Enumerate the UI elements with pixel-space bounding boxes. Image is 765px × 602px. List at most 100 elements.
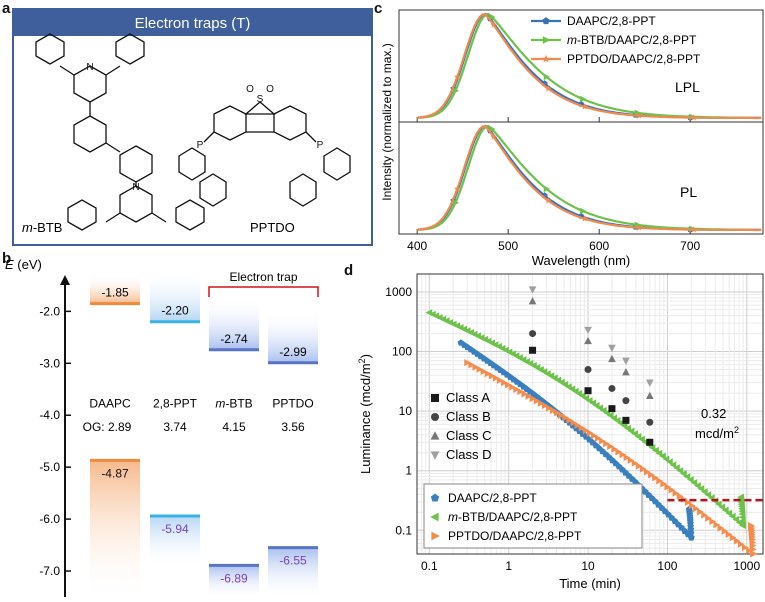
class-legend-marker bbox=[430, 431, 440, 440]
luminance-point bbox=[672, 489, 680, 497]
luminance-point bbox=[683, 473, 691, 481]
luminance-point bbox=[669, 461, 677, 469]
luminance-frame bbox=[416, 273, 764, 555]
optical-gap-value: 3.74 bbox=[163, 420, 187, 434]
luminance-point bbox=[517, 388, 525, 396]
class-point bbox=[622, 357, 630, 365]
class-point bbox=[608, 384, 616, 392]
luminance-point bbox=[666, 458, 673, 466]
atom-o: O bbox=[246, 84, 254, 95]
spectrum-line bbox=[417, 13, 762, 120]
luminance-point bbox=[697, 485, 705, 493]
spectrum-marker bbox=[690, 113, 698, 121]
class-point bbox=[646, 418, 654, 426]
spectrum-marker bbox=[489, 13, 496, 21]
time-tick-label: 0.1 bbox=[421, 559, 438, 573]
luminance-point bbox=[693, 505, 700, 513]
spectra-legend-marker bbox=[541, 54, 551, 63]
spectrum-marker bbox=[452, 199, 460, 207]
luminance-point bbox=[525, 392, 533, 400]
class-point bbox=[584, 387, 592, 395]
energy-axis-title: E (eV) bbox=[5, 257, 42, 272]
spectra-legend-label: DAAPC/2,8-PPT bbox=[567, 14, 656, 28]
spectrum-marker bbox=[544, 84, 552, 92]
class-point bbox=[529, 346, 537, 354]
luminance-point bbox=[468, 361, 476, 369]
luminance-point bbox=[570, 419, 578, 427]
homo-value: -5.94 bbox=[161, 522, 189, 536]
luminance-point bbox=[550, 406, 557, 414]
homo-band bbox=[268, 547, 318, 597]
threshold-unit: mcd/m2 bbox=[695, 425, 739, 441]
atom-n: N bbox=[132, 182, 139, 193]
material-name: 2,8-PPT bbox=[153, 396, 198, 410]
luminance-point bbox=[615, 448, 623, 456]
luminance-point bbox=[659, 452, 666, 460]
luminance-point bbox=[718, 503, 726, 511]
spectrum-marker bbox=[453, 73, 461, 80]
luminance-point bbox=[648, 444, 656, 452]
series-legend-marker bbox=[431, 531, 440, 541]
luminance-point bbox=[594, 434, 602, 442]
energy-tick-label: -5.0 bbox=[39, 460, 60, 474]
luminance-point bbox=[480, 367, 488, 375]
luminance-point bbox=[652, 474, 659, 482]
luminance-point bbox=[472, 363, 480, 371]
luminance-point bbox=[746, 547, 753, 555]
class-point bbox=[528, 286, 537, 294]
luminance-point bbox=[562, 414, 570, 422]
luminance-point bbox=[684, 498, 692, 506]
lumo-value: -2.20 bbox=[161, 304, 189, 318]
luminance-point bbox=[733, 537, 741, 545]
class-point bbox=[622, 367, 630, 376]
luminance-tick-label: 0.1 bbox=[395, 523, 412, 537]
luminance-point bbox=[687, 529, 695, 536]
luminance-point bbox=[464, 359, 472, 367]
spectrum-marker bbox=[453, 185, 461, 192]
optical-gap-value: OG: 2.89 bbox=[83, 420, 132, 434]
luminance-point bbox=[680, 470, 687, 478]
homo-value: -6.55 bbox=[279, 554, 307, 568]
spectrum-marker bbox=[544, 196, 552, 204]
molecule-structures: N N S O O P P m-BTB PPTDO bbox=[22, 33, 351, 235]
luminance-point bbox=[721, 527, 729, 535]
spectrum-marker bbox=[690, 225, 698, 233]
class-legend-label: Class D bbox=[446, 447, 492, 462]
wavelength-tick-label: 600 bbox=[589, 239, 609, 253]
luminance-point bbox=[713, 521, 721, 529]
luminance-point bbox=[688, 502, 696, 510]
mol1-label: m-BTB bbox=[22, 220, 62, 235]
optical-gap-value: 4.15 bbox=[222, 420, 246, 434]
luminance-point bbox=[574, 421, 582, 429]
spectrum-marker bbox=[581, 215, 589, 222]
luminance-point bbox=[624, 424, 631, 432]
luminance-point bbox=[541, 402, 549, 410]
luminance-point bbox=[742, 543, 749, 551]
luminance-tick-label: 1000 bbox=[385, 285, 412, 299]
electron-traps-title: Electron traps (T) bbox=[14, 10, 371, 36]
luminance-point bbox=[603, 440, 610, 448]
luminance-point bbox=[505, 381, 512, 389]
class-legend-label: Class C bbox=[446, 428, 492, 443]
time-axis-title: Time (min) bbox=[559, 576, 621, 591]
luminance-point bbox=[660, 480, 668, 488]
class-legend-label: Class A bbox=[446, 390, 490, 405]
luminance-point bbox=[750, 549, 757, 558]
luminance-point bbox=[652, 446, 659, 454]
class-point bbox=[645, 379, 654, 387]
luminance-point bbox=[635, 462, 643, 470]
atom-s: S bbox=[257, 94, 264, 105]
luminance-point bbox=[644, 468, 651, 476]
class-point bbox=[528, 296, 537, 305]
luminance-point bbox=[623, 454, 631, 462]
panel-label-b: b bbox=[2, 250, 12, 267]
luminance-point bbox=[627, 427, 635, 435]
energy-tick-label: -4.0 bbox=[39, 408, 60, 422]
luminance-point bbox=[578, 424, 586, 432]
luminance-point bbox=[725, 509, 733, 517]
luminance-point bbox=[611, 445, 619, 453]
luminance-point bbox=[690, 479, 698, 487]
class-point bbox=[608, 405, 616, 413]
wavelength-tick-label: 400 bbox=[407, 239, 427, 253]
material-name: m-BTB bbox=[215, 396, 252, 410]
